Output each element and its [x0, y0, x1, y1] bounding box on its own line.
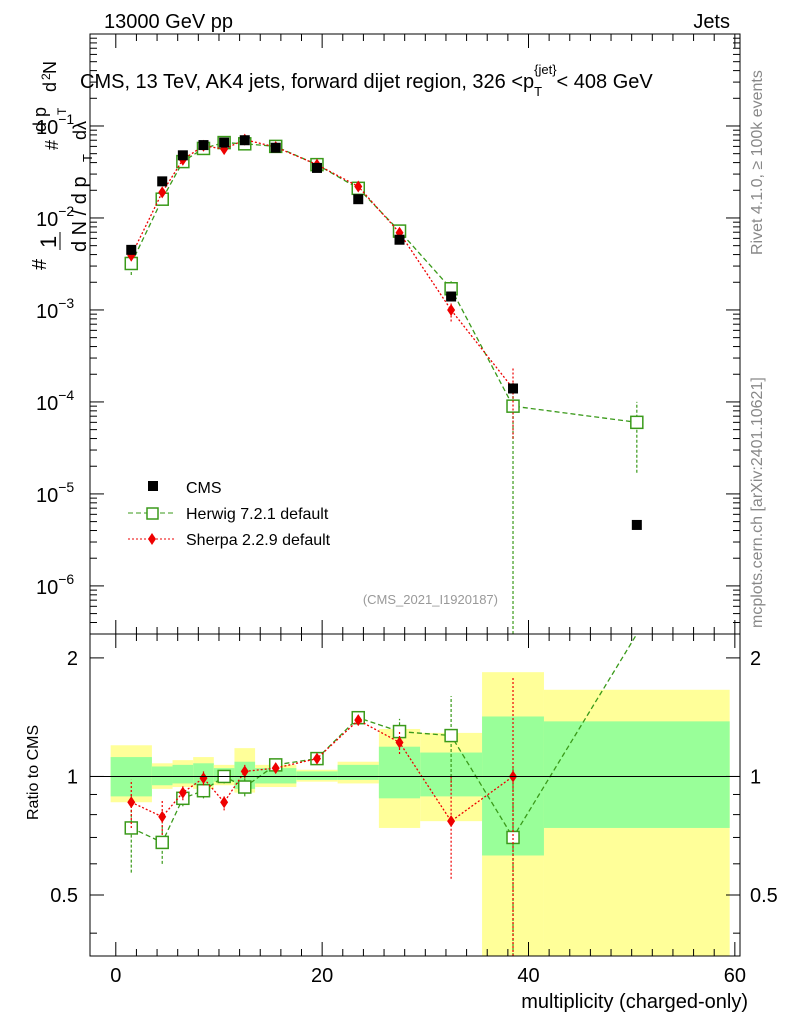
ratio-band-green [296, 771, 338, 780]
y-tick-label: 10−4 [36, 387, 74, 415]
sherpa-ratio-point [354, 714, 363, 727]
sherpa-ratio-point [312, 752, 321, 765]
ratio-y-axis-label: Ratio to CMS [25, 725, 42, 820]
herwig-point [630, 415, 644, 430]
svg-text:T: T [55, 107, 69, 115]
ratio-band-green [378, 746, 421, 799]
svg-text:d N / d p: d N / d p [69, 176, 91, 252]
legend-herwig-marker [146, 507, 159, 520]
herwig-ratio-point [444, 728, 458, 743]
legend-sherpa-marker [148, 533, 156, 545]
sherpa-ratio-line [130, 719, 514, 823]
sherpa-ratio-point [178, 786, 187, 799]
rivet-label: Rivet 4.1.0, ≥ 100k events [749, 70, 766, 255]
svg-text:2: 2 [39, 73, 53, 80]
ratio-uncertainty-bands [110, 672, 730, 956]
sherpa-ratio-point [447, 815, 456, 828]
ratio-panel-data [124, 633, 638, 956]
axis-ticks: 0 20 40 60 10−6 10−5 10−4 10−3 10−2 10−1 0.5 0.5 1 1 2… [36, 33, 778, 987]
mcplots-label: mcplots.cern.ch [arXiv:2401.10621] [749, 377, 766, 628]
sherpa-ratio-point [158, 810, 167, 823]
x-tick-label: 0 [110, 965, 121, 987]
x-tick-label: 60 [724, 965, 746, 987]
herwig-ratio-point [506, 830, 520, 845]
svg-text:d p: d p [30, 107, 50, 132]
cms-point [126, 244, 137, 255]
header-left: 13000 GeV pp [104, 11, 233, 33]
sherpa-ratio-point [220, 796, 229, 809]
svg-text:N: N [40, 61, 60, 74]
herwig-line [130, 141, 637, 423]
chart-title: CMS, 13 TeV, AK4 jets, forward dijet reg… [80, 62, 653, 99]
sherpa-line [130, 138, 514, 389]
cms-point [394, 234, 405, 245]
sherpa-ratio-point [395, 736, 404, 749]
ratio-tick-label-left: 2 [67, 648, 78, 670]
svg-text:T: T [80, 154, 95, 162]
x-tick-label: 40 [517, 965, 539, 987]
ratio-band-green [337, 764, 379, 780]
svg-text:d: d [40, 82, 60, 92]
x-tick-label: 20 [311, 965, 333, 987]
sherpa-ratio-point [199, 772, 208, 785]
cms-point [157, 176, 168, 187]
herwig-ratio-point [196, 783, 211, 798]
legend-herwig-label: Herwig 7.2.1 default [186, 506, 329, 523]
ratio-tick-label-right: 0.5 [750, 885, 778, 907]
sherpa-ratio-point [240, 765, 249, 778]
ratio-tick-label-left: 0.5 [50, 885, 78, 907]
main-panel-data [124, 133, 644, 634]
svg-text:1: 1 [36, 236, 61, 248]
analysis-id: (CMS_2021_I1920187) [363, 592, 498, 607]
cms-point [446, 291, 457, 302]
ratio-tick-label-right: 1 [750, 766, 761, 788]
ratio-panel-frame [89, 633, 741, 957]
legend-cms-marker [148, 481, 158, 491]
legend: CMS Herwig 7.2.1 default Sherpa 2.2.9 de… [128, 480, 331, 549]
y-tick-label: 10−3 [36, 295, 74, 323]
ratio-band-green [151, 766, 173, 786]
sherpa-ratio-point [271, 762, 280, 775]
sherpa-point [354, 180, 363, 193]
ratio-band-green [543, 721, 730, 828]
cms-point [177, 150, 188, 161]
svg-text:#: # [29, 258, 51, 270]
cms-point [508, 383, 519, 394]
x-axis-label: multiplicity (charged-only) [521, 991, 748, 1013]
cms-point [219, 137, 230, 148]
svg-text:dλ: dλ [70, 121, 90, 140]
ratio-tick-label-right: 2 [750, 648, 761, 670]
y-tick-label: 10−2 [36, 203, 74, 231]
herwig-ratio-point [155, 835, 169, 850]
ratio-band-green [172, 764, 194, 784]
svg-text:#: # [42, 140, 62, 150]
sherpa-point [158, 186, 167, 199]
cms-point [631, 519, 642, 530]
cms-point [239, 135, 250, 146]
cms-point [311, 162, 322, 173]
y-tick-label: 10−6 [36, 571, 74, 599]
sherpa-ratio-point [127, 796, 136, 809]
cms-point [353, 194, 364, 205]
ratio-tick-label-left: 1 [67, 766, 78, 788]
cms-point [270, 142, 281, 153]
legend-sherpa-label: Sherpa 2.2.9 default [186, 532, 331, 549]
herwig-ratio-point [238, 780, 252, 794]
cms-point [198, 140, 209, 151]
sherpa-point [447, 303, 456, 316]
y-axis-label: # 1 d N / d p T # d p T dλ d 2 N [29, 61, 95, 270]
y-tick-label: 10−5 [36, 479, 74, 507]
y-tick-label: 10−1 [36, 111, 74, 139]
header-right: Jets [693, 11, 730, 33]
legend-cms-label: CMS [186, 480, 222, 497]
